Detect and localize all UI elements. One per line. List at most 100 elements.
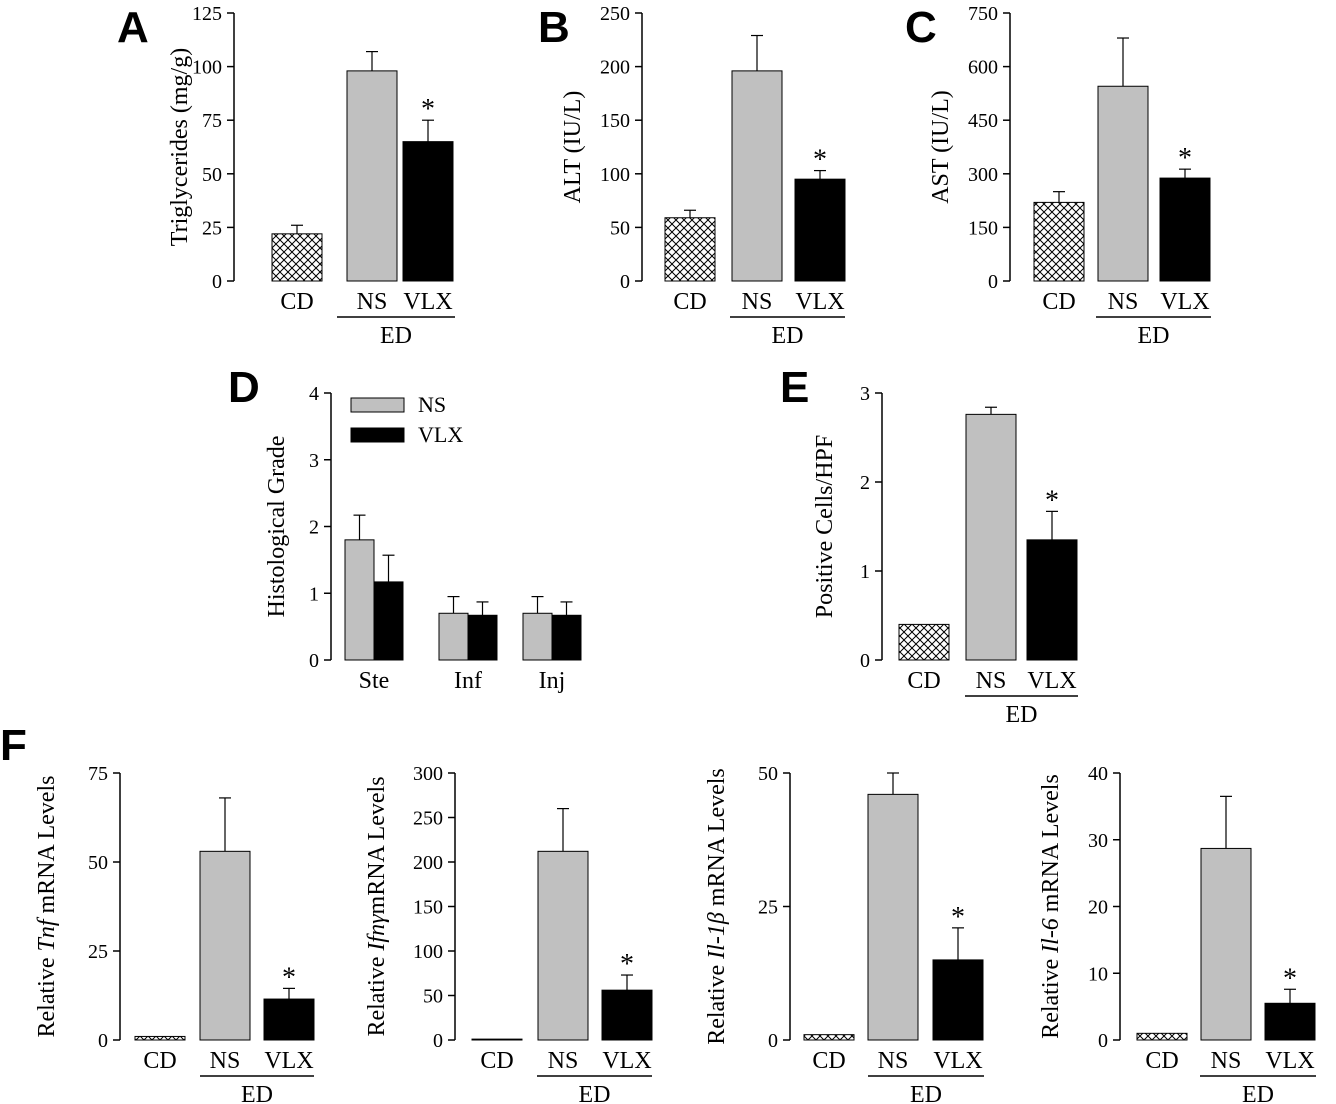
y-tick-label: 1	[860, 561, 870, 583]
y-tick-label: 125	[192, 3, 222, 25]
group-label: ED	[772, 323, 804, 349]
y-tick-label: 1	[309, 583, 319, 605]
y-axis-label: Relative Il-6 mRNA Levels	[1038, 774, 1064, 1039]
y-tick-label: 40	[1088, 763, 1108, 785]
category-label: VLX	[1027, 668, 1076, 694]
bar-cd	[471, 1038, 523, 1041]
y-tick-label: 0	[309, 650, 319, 672]
y-tick-label: 0	[98, 1030, 108, 1052]
category-label: VLX	[264, 1048, 313, 1074]
y-tick-label: 4	[309, 383, 319, 405]
bar-vlx-ste	[373, 581, 404, 661]
category-label: NS	[210, 1048, 241, 1074]
y-axis-label: Relative Il-1β mRNA Levels	[704, 768, 730, 1045]
panel-F2: 0 50 100 150 200 250 300 Relative IfnγmRNA Leve…	[364, 763, 653, 1104]
bar-cd	[898, 623, 950, 661]
significance-marker: *	[813, 145, 827, 176]
y-axis-label-suffix: mRNA Levels	[1038, 774, 1064, 918]
y-axis-label: Positive Cells/HPF	[812, 435, 838, 618]
y-tick-label: 50	[610, 217, 630, 239]
panel-D: D 0 1 2 3 4 Histological Grade Ste Inf Inj NS VLX	[228, 363, 582, 694]
category-label: VLX	[933, 1048, 982, 1074]
y-tick-label: 50	[202, 164, 222, 186]
bar-ns	[1200, 847, 1252, 1041]
panel-label: F	[0, 721, 27, 770]
y-tick-label: 3	[860, 383, 870, 405]
y-axis-label: Relative IfnγmRNA Levels	[364, 776, 390, 1036]
category-label: CD	[812, 1048, 845, 1074]
y-tick-label: 75	[202, 110, 222, 132]
bar-ns-inf	[438, 612, 469, 661]
bar-vlx	[794, 178, 846, 282]
bar-ns	[199, 850, 251, 1041]
bar-ns-inj	[522, 612, 553, 661]
panel-B: B 0 50 100 150 200 250 ALT (IU/L) CD NS * VLX ED	[538, 3, 846, 349]
y-axis-label: Triglycerides (mg/g)	[167, 48, 193, 246]
group-label: ED	[241, 1082, 273, 1104]
category-label: CD	[480, 1048, 513, 1074]
group-label: ED	[1138, 323, 1170, 349]
legend: NS VLX	[350, 392, 463, 447]
y-tick-label: 100	[192, 57, 222, 79]
group-label: ED	[1242, 1082, 1274, 1104]
y-tick-label: 0	[860, 650, 870, 672]
y-tick-label: 450	[968, 110, 998, 132]
bar-cd	[1033, 201, 1085, 282]
significance-marker: *	[421, 94, 435, 125]
category-label: CD	[1145, 1048, 1178, 1074]
bar-vlx	[1264, 1002, 1316, 1041]
y-axis-label-suffix: mRNA Levels	[364, 776, 390, 914]
category-label: VLX	[1265, 1048, 1314, 1074]
category-label: NS	[548, 1048, 579, 1074]
y-tick-label: 0	[433, 1030, 443, 1052]
y-axis-label: Relative Tnf mRNA Levels	[34, 776, 60, 1038]
significance-marker: *	[1283, 963, 1297, 994]
bar-vlx	[402, 141, 454, 282]
category-label: NS	[742, 289, 773, 315]
y-tick-label: 750	[968, 3, 998, 25]
significance-marker: *	[951, 902, 965, 933]
category-label: VLX	[403, 289, 452, 315]
bar-ns	[731, 70, 783, 282]
category-label: VLX	[602, 1048, 651, 1074]
y-axis-label-gene: Tnf	[34, 916, 60, 951]
group-label: ED	[579, 1082, 611, 1104]
y-axis-label-prefix: Relative	[1038, 953, 1064, 1039]
bar-ns	[537, 850, 589, 1041]
y-tick-label: 150	[600, 110, 630, 132]
y-axis-label: Histological Grade	[264, 436, 290, 618]
panel-F3: 0 25 50 Relative Il-1β mRNA Levels CD NS * VLX E…	[704, 763, 984, 1104]
y-tick-label: 20	[1088, 897, 1108, 919]
y-axis-label: AST (IU/L)	[928, 90, 954, 204]
y-tick-label: 250	[413, 808, 443, 830]
significance-marker: *	[1178, 143, 1192, 174]
category-label: NS	[357, 289, 388, 315]
panel-A: A 0 25 50 75 100 125 Triglycerides (mg/g) CD NS * V…	[117, 3, 455, 349]
y-axis-label-prefix: Relative	[364, 951, 390, 1037]
significance-marker: *	[282, 962, 296, 993]
category-label: NS	[976, 668, 1007, 694]
category-label: VLX	[1160, 289, 1209, 315]
y-axis-label-prefix: Relative	[34, 952, 60, 1038]
bar-cd	[664, 217, 716, 282]
significance-marker: *	[1045, 485, 1059, 516]
category-label: NS	[1211, 1048, 1242, 1074]
group-label: ED	[910, 1082, 942, 1104]
bar-cd	[134, 1035, 186, 1041]
bar-cd	[803, 1034, 855, 1041]
y-tick-label: 25	[758, 897, 778, 919]
bar-ns	[965, 413, 1017, 661]
y-tick-label: 50	[423, 986, 443, 1008]
y-tick-label: 0	[620, 271, 630, 293]
category-label: Inf	[454, 668, 482, 694]
category-label: Inj	[539, 668, 566, 694]
category-label: NS	[878, 1048, 909, 1074]
panel-E: E 0 1 2 3 Positive Cells/HPF CD NS * VLX ED	[780, 363, 1078, 728]
y-tick-label: 50	[88, 852, 108, 874]
y-tick-label: 200	[600, 57, 630, 79]
y-tick-label: 300	[413, 763, 443, 785]
bar-vlx	[263, 998, 315, 1041]
group-label: ED	[1006, 702, 1038, 728]
panel-label: E	[780, 363, 809, 412]
